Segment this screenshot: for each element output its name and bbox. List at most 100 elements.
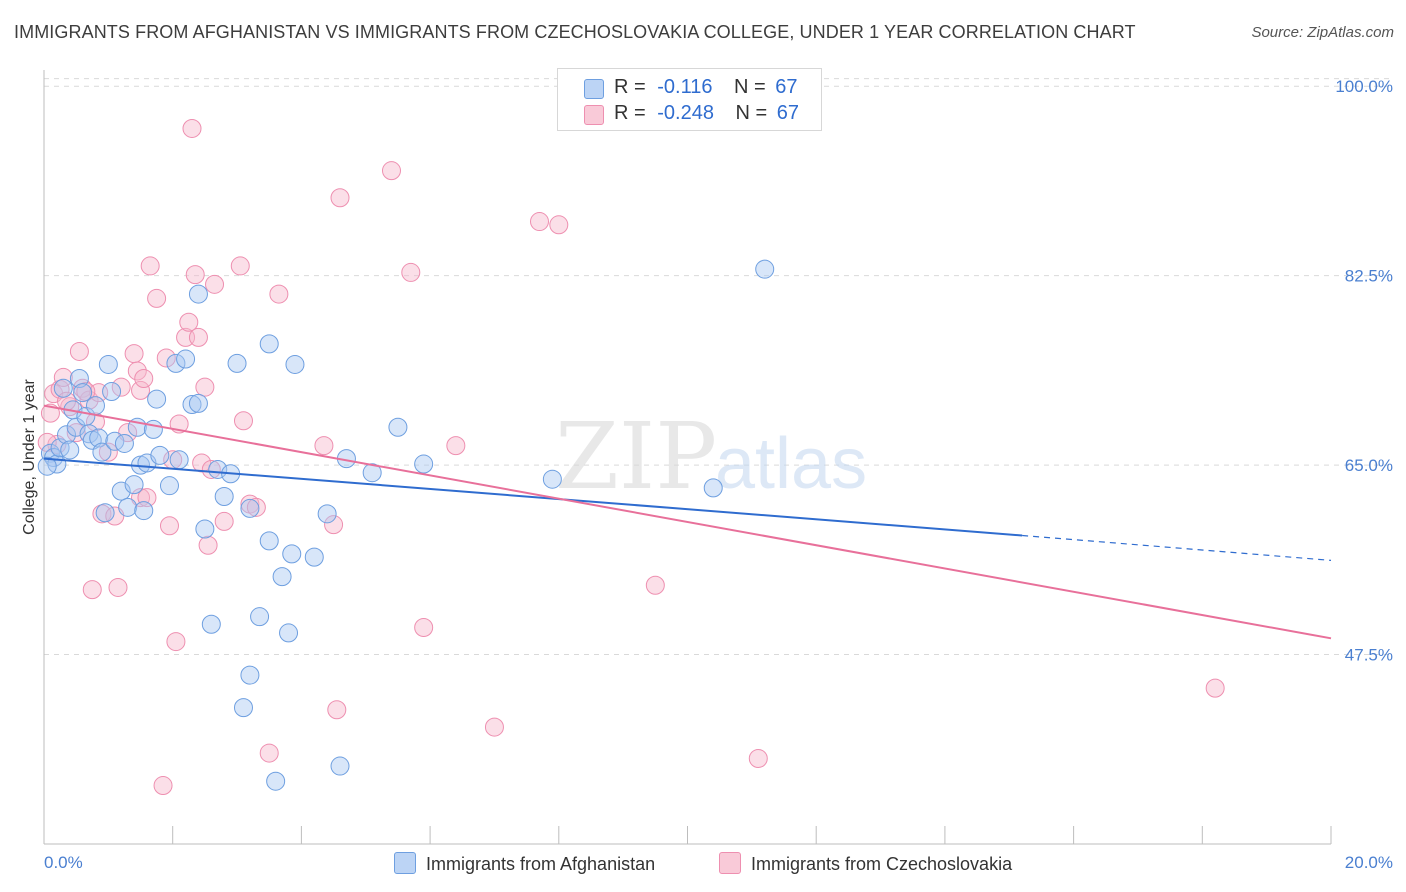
afghanistan-point <box>105 431 125 451</box>
czechoslovakia-point <box>529 212 549 232</box>
czechoslovakia-point <box>414 617 434 637</box>
czechoslovakia-point <box>446 436 466 456</box>
afghanistan-point <box>118 497 138 517</box>
afghanistan-trend-extension <box>1022 534 1332 561</box>
bottom-legend-czechoslovakia: Immigrants from Czechoslovakia <box>719 852 1012 875</box>
afghanistan-point <box>233 698 253 718</box>
y-tick-label: 47.5% <box>1345 646 1393 665</box>
afghanistan-point <box>542 469 562 489</box>
czechoslovakia-point <box>156 348 176 368</box>
afghanistan-point <box>73 383 93 403</box>
afghanistan-point <box>259 531 279 551</box>
afghanistan-point <box>388 417 408 437</box>
czechoslovakia-point <box>85 412 105 432</box>
afghanistan-points <box>37 259 775 791</box>
czechoslovakia-point <box>82 580 102 600</box>
afghanistan-point <box>98 354 118 374</box>
czechoslovakia-point <box>205 274 225 294</box>
afghanistan-point <box>201 614 221 634</box>
y-axis-title: College, Under 1 year <box>21 379 38 535</box>
afghanistan-point <box>208 459 228 479</box>
legend-r-value: -0.248 <box>657 102 714 124</box>
czechoslovakia-point <box>127 361 147 381</box>
czechoslovakia-point <box>179 312 199 332</box>
czechoslovakia-point <box>201 459 221 479</box>
czechoslovakia-points <box>37 118 1225 796</box>
afghanistan-point <box>166 353 186 373</box>
axis-labels: 47.5% 65.0% 82.5% 100.0% 0.0% 20.0% College, U… <box>21 77 1393 872</box>
czechoslovakia-point <box>330 188 350 208</box>
czechoslovakia-point <box>198 535 218 555</box>
afghanistan-trend-line <box>43 457 1023 537</box>
afghanistan-point <box>259 334 279 354</box>
afghanistan-point <box>330 756 350 776</box>
afghanistan-point <box>102 382 122 402</box>
grid-lines <box>44 78 1393 656</box>
czechoslovakia-point <box>159 516 179 536</box>
afghanistan-point <box>60 440 80 460</box>
bottom-legend-afghanistan: Immigrants from Afghanistan <box>394 852 655 875</box>
czechoslovakia-point <box>147 288 167 308</box>
y-tick-label: 82.5% <box>1345 267 1393 286</box>
legend-swatch-blue <box>584 79 604 99</box>
afghanistan-point <box>92 442 112 462</box>
czechoslovakia-point <box>153 776 173 796</box>
afghanistan-point <box>227 353 247 373</box>
legend-n-value: 67 <box>775 76 798 98</box>
czechoslovakia-point <box>246 497 266 517</box>
czechoslovakia-point <box>131 380 151 400</box>
bottom-legend-swatch-blue <box>394 852 416 874</box>
x-tick-label-min: 0.0% <box>44 853 83 872</box>
czechoslovakia-point <box>40 403 60 423</box>
y-tick-label: 65.0% <box>1345 456 1393 475</box>
bottom-legend-label-afghanistan: Immigrants from Afghanistan <box>426 854 656 874</box>
afghanistan-point <box>414 454 434 474</box>
afghanistan-point <box>703 478 723 498</box>
legend-n-label: N = <box>734 76 766 98</box>
czechoslovakia-point <box>108 577 128 597</box>
afghanistan-point <box>37 456 57 476</box>
legend-n-value: 67 <box>776 102 800 124</box>
watermark: ZIP atlas <box>555 403 867 510</box>
czechoslovakia-point <box>549 215 569 235</box>
czechoslovakia-point <box>381 161 401 181</box>
watermark-zip: ZIP <box>555 403 717 510</box>
afghanistan-point <box>53 378 73 398</box>
afghanistan-point <box>304 547 324 567</box>
czechoslovakia-point <box>314 436 334 456</box>
afghanistan-point <box>150 445 170 465</box>
afghanistan-point <box>124 475 144 495</box>
czechoslovakia-trend-line <box>43 404 1332 640</box>
afghanistan-point <box>89 428 109 448</box>
czechoslovakia-point <box>214 511 234 531</box>
source-label: Source: ZipAtlas.com <box>1251 24 1394 41</box>
afghanistan-point <box>266 771 286 791</box>
watermark-atlas: atlas <box>715 424 867 504</box>
afghanistan-point <box>285 354 305 374</box>
afghanistan-point <box>182 394 202 414</box>
czechoslovakia-point <box>185 265 205 285</box>
czechoslovakia-point <box>401 262 421 282</box>
czechoslovakia-point <box>645 575 665 595</box>
legend-swatch-pink <box>584 105 604 125</box>
czechoslovakia-point <box>233 411 253 431</box>
afghanistan-point <box>317 504 337 524</box>
czechoslovakia-point <box>195 377 215 397</box>
axes <box>43 70 1332 845</box>
czechoslovakia-point <box>1205 678 1225 698</box>
bottom-legend-swatch-pink <box>719 852 741 874</box>
czechoslovakia-point <box>140 256 160 276</box>
czechoslovakia-point <box>748 748 768 768</box>
czechoslovakia-point <box>166 632 186 652</box>
czechoslovakia-point <box>111 377 131 397</box>
afghanistan-point <box>240 498 260 518</box>
czechoslovakia-point <box>176 327 196 347</box>
afghanistan-point <box>272 567 292 587</box>
afghanistan-point <box>195 519 215 539</box>
afghanistan-point <box>69 369 89 389</box>
afghanistan-point <box>57 425 77 445</box>
czechoslovakia-point <box>324 515 344 535</box>
afghanistan-point <box>143 419 163 439</box>
afghanistan-point <box>85 396 105 416</box>
